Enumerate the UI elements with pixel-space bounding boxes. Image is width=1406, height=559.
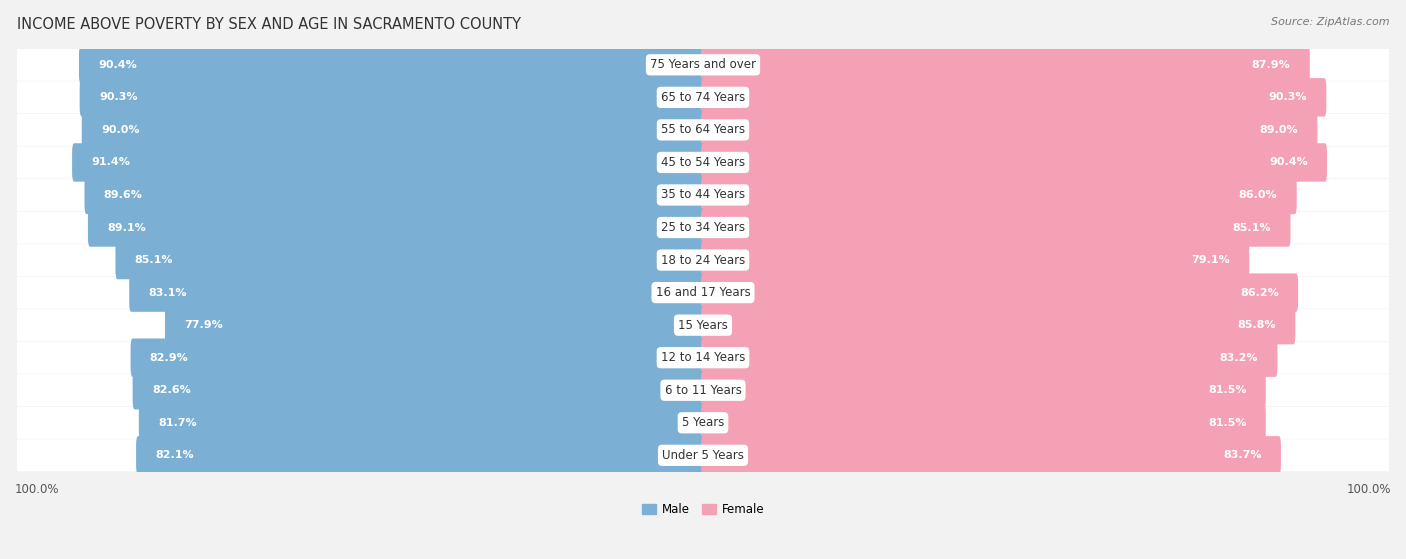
FancyBboxPatch shape [702, 176, 1296, 214]
FancyBboxPatch shape [131, 339, 704, 377]
Text: 81.5%: 81.5% [1208, 418, 1247, 428]
Text: 65 to 74 Years: 65 to 74 Years [661, 91, 745, 104]
Text: 83.1%: 83.1% [149, 288, 187, 297]
Text: 82.9%: 82.9% [150, 353, 188, 363]
Text: 83.7%: 83.7% [1223, 451, 1261, 460]
FancyBboxPatch shape [702, 273, 1298, 312]
Text: INCOME ABOVE POVERTY BY SEX AND AGE IN SACRAMENTO COUNTY: INCOME ABOVE POVERTY BY SEX AND AGE IN S… [17, 17, 520, 32]
Text: 45 to 54 Years: 45 to 54 Years [661, 156, 745, 169]
Text: 89.0%: 89.0% [1260, 125, 1298, 135]
FancyBboxPatch shape [702, 143, 1327, 182]
FancyBboxPatch shape [702, 111, 1317, 149]
FancyBboxPatch shape [17, 407, 1389, 439]
Text: 86.0%: 86.0% [1239, 190, 1278, 200]
FancyBboxPatch shape [79, 46, 704, 84]
FancyBboxPatch shape [139, 404, 704, 442]
Text: 86.2%: 86.2% [1240, 288, 1279, 297]
Text: 81.5%: 81.5% [1208, 385, 1247, 395]
FancyBboxPatch shape [702, 46, 1310, 84]
Text: 25 to 34 Years: 25 to 34 Years [661, 221, 745, 234]
FancyBboxPatch shape [17, 244, 1389, 276]
Text: 89.6%: 89.6% [104, 190, 142, 200]
Text: 85.1%: 85.1% [1233, 222, 1271, 233]
Text: 79.1%: 79.1% [1191, 255, 1230, 265]
FancyBboxPatch shape [17, 342, 1389, 373]
Text: 89.1%: 89.1% [107, 222, 146, 233]
FancyBboxPatch shape [136, 436, 704, 475]
FancyBboxPatch shape [702, 339, 1278, 377]
Legend: Male, Female: Male, Female [637, 498, 769, 520]
Text: 16 and 17 Years: 16 and 17 Years [655, 286, 751, 299]
FancyBboxPatch shape [17, 277, 1389, 309]
Text: 75 Years and over: 75 Years and over [650, 58, 756, 72]
FancyBboxPatch shape [89, 209, 704, 247]
Text: 91.4%: 91.4% [91, 158, 131, 168]
Text: Source: ZipAtlas.com: Source: ZipAtlas.com [1271, 17, 1389, 27]
Text: 15 Years: 15 Years [678, 319, 728, 331]
Text: 100.0%: 100.0% [15, 483, 59, 496]
Text: 85.1%: 85.1% [135, 255, 173, 265]
FancyBboxPatch shape [702, 209, 1291, 247]
Text: 90.0%: 90.0% [101, 125, 139, 135]
FancyBboxPatch shape [702, 241, 1250, 280]
Text: 6 to 11 Years: 6 to 11 Years [665, 383, 741, 397]
FancyBboxPatch shape [17, 82, 1389, 113]
FancyBboxPatch shape [702, 306, 1295, 344]
FancyBboxPatch shape [115, 241, 704, 280]
FancyBboxPatch shape [17, 179, 1389, 211]
Text: 90.4%: 90.4% [98, 60, 136, 70]
Text: 100.0%: 100.0% [1347, 483, 1391, 496]
FancyBboxPatch shape [84, 176, 704, 214]
FancyBboxPatch shape [702, 436, 1281, 475]
Text: 77.9%: 77.9% [184, 320, 224, 330]
Text: 82.6%: 82.6% [152, 385, 191, 395]
FancyBboxPatch shape [17, 146, 1389, 178]
Text: 55 to 64 Years: 55 to 64 Years [661, 124, 745, 136]
FancyBboxPatch shape [132, 371, 704, 409]
FancyBboxPatch shape [72, 143, 704, 182]
Text: 90.3%: 90.3% [1268, 92, 1308, 102]
Text: 87.9%: 87.9% [1251, 60, 1291, 70]
Text: 90.3%: 90.3% [98, 92, 138, 102]
FancyBboxPatch shape [17, 439, 1389, 471]
FancyBboxPatch shape [17, 49, 1389, 80]
Text: 81.7%: 81.7% [157, 418, 197, 428]
Text: 18 to 24 Years: 18 to 24 Years [661, 254, 745, 267]
Text: 5 Years: 5 Years [682, 416, 724, 429]
FancyBboxPatch shape [702, 371, 1265, 409]
FancyBboxPatch shape [702, 78, 1326, 117]
Text: 85.8%: 85.8% [1237, 320, 1277, 330]
FancyBboxPatch shape [82, 111, 704, 149]
FancyBboxPatch shape [165, 306, 704, 344]
FancyBboxPatch shape [702, 404, 1265, 442]
Text: Under 5 Years: Under 5 Years [662, 449, 744, 462]
Text: 35 to 44 Years: 35 to 44 Years [661, 188, 745, 201]
Text: 12 to 14 Years: 12 to 14 Years [661, 351, 745, 364]
Text: 90.4%: 90.4% [1270, 158, 1308, 168]
FancyBboxPatch shape [17, 375, 1389, 406]
Text: 83.2%: 83.2% [1220, 353, 1258, 363]
FancyBboxPatch shape [17, 114, 1389, 146]
FancyBboxPatch shape [129, 273, 704, 312]
FancyBboxPatch shape [80, 78, 704, 117]
Text: 82.1%: 82.1% [155, 451, 194, 460]
FancyBboxPatch shape [17, 211, 1389, 244]
FancyBboxPatch shape [17, 309, 1389, 341]
